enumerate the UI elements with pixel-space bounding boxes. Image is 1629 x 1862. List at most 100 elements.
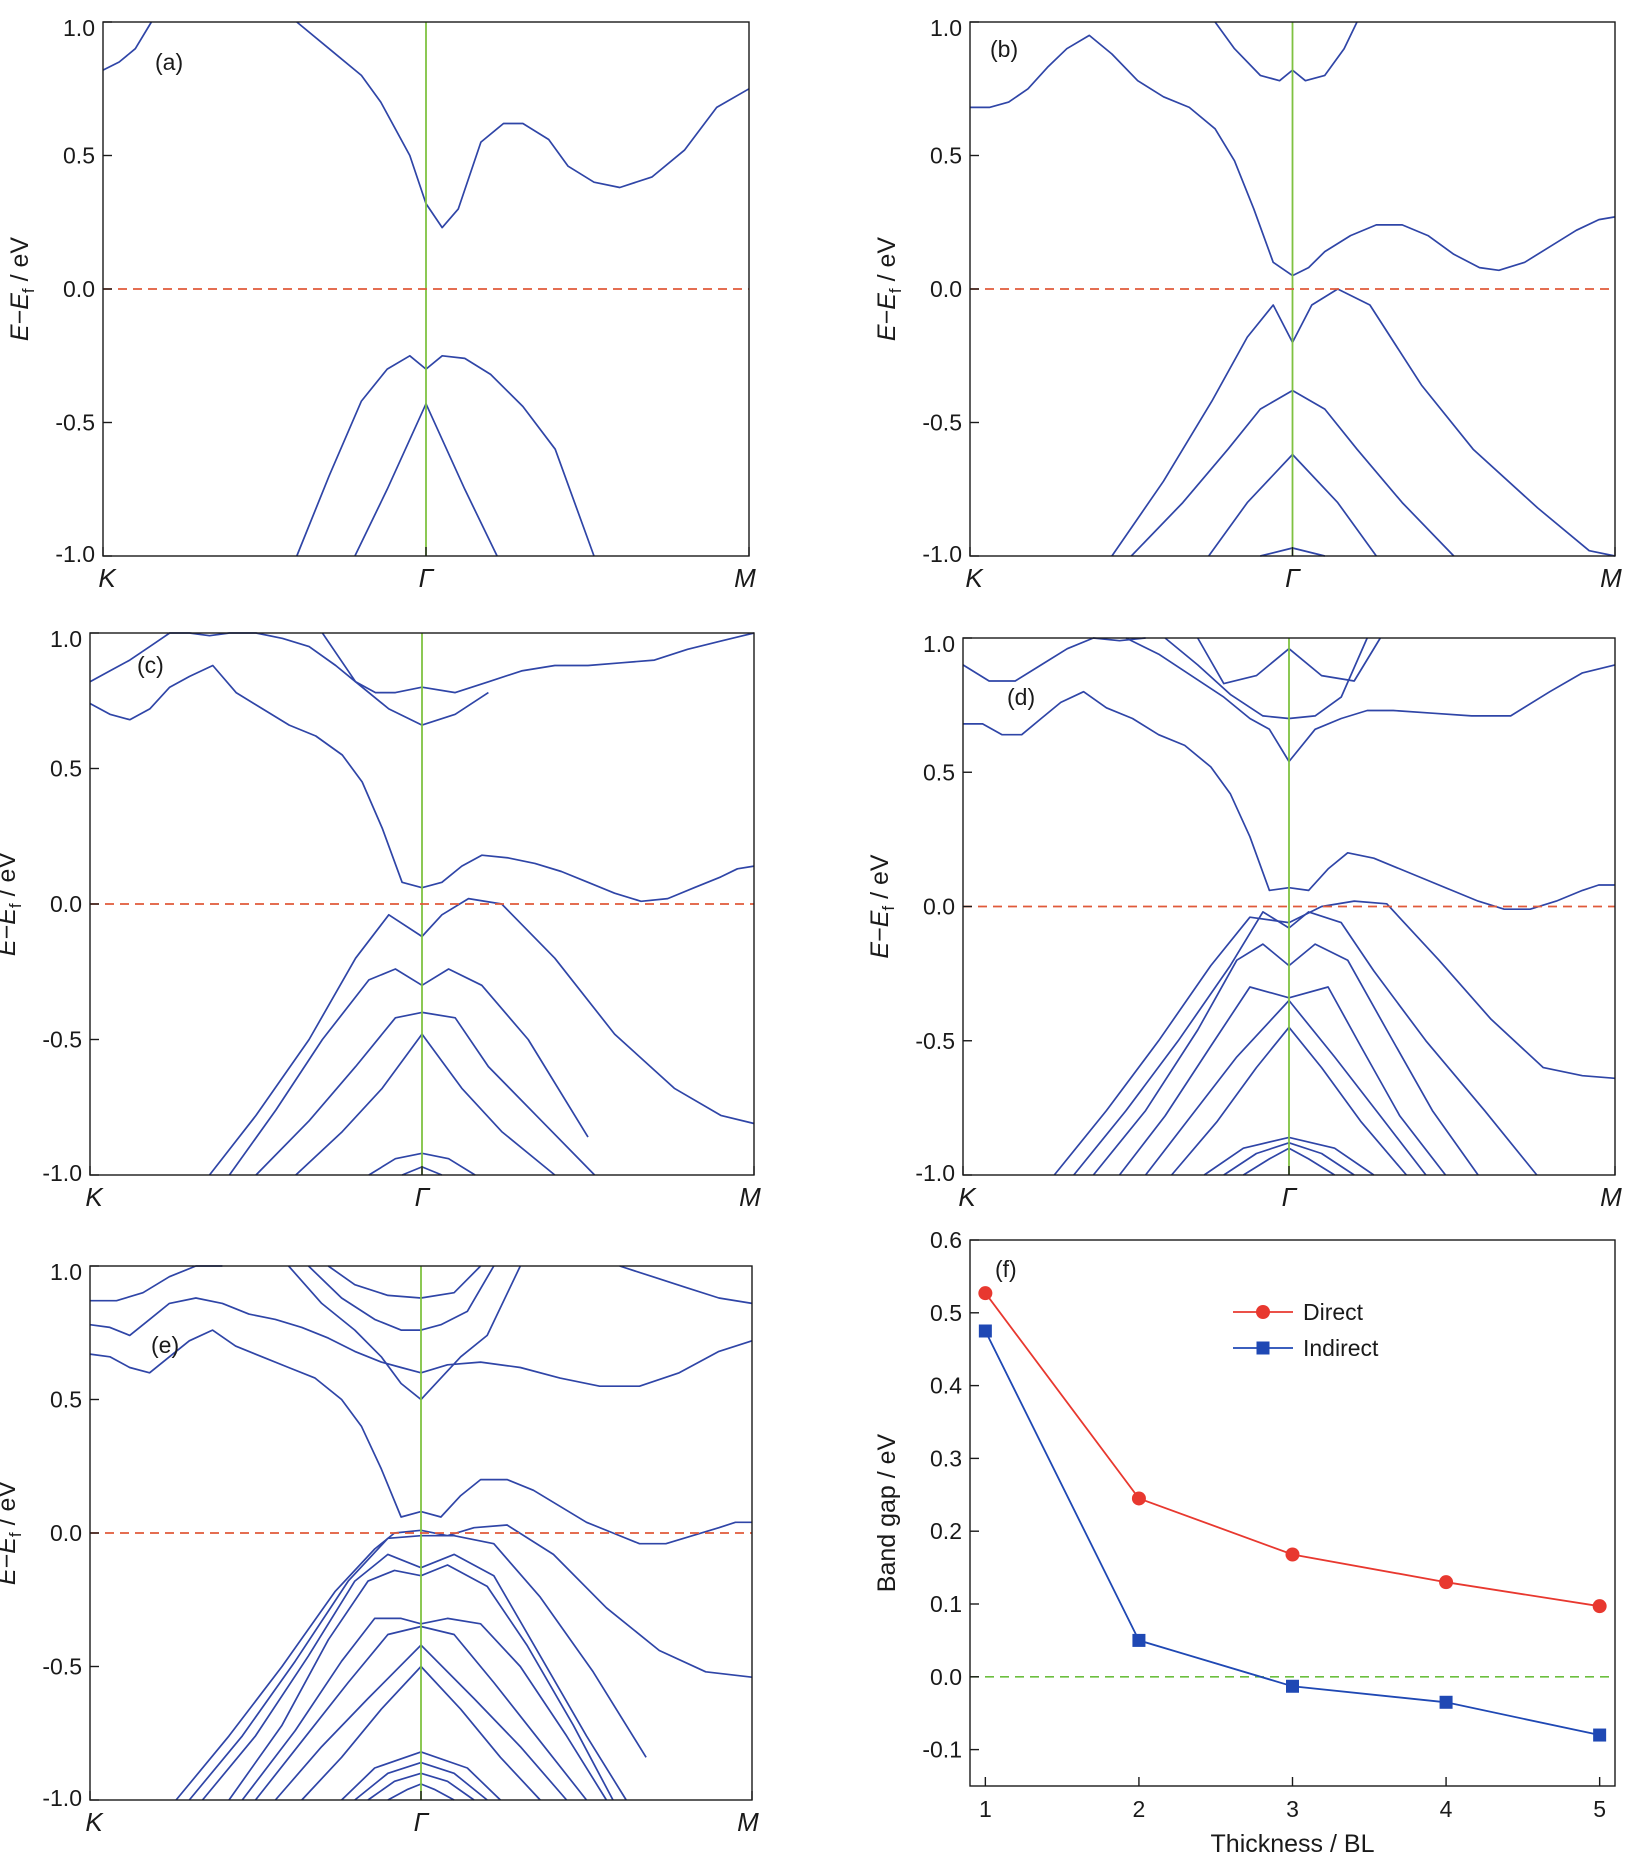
data-point (1285, 1547, 1300, 1562)
data-point (978, 1324, 992, 1338)
y-tick-label: 0.0 (930, 1664, 962, 1690)
panel-label: (d) (1007, 684, 1035, 710)
y-axis-label-text: E−Ef / eV (6, 237, 38, 341)
y-tick-label: -1.0 (915, 1160, 955, 1186)
y-tick-label: -1.0 (42, 1785, 82, 1811)
y-tick-label: 0.0 (50, 1520, 82, 1546)
band-line (90, 1265, 223, 1302)
band-line (1053, 900, 1616, 1176)
band-line (1092, 943, 1479, 1176)
band-line (962, 637, 1146, 682)
band-line (255, 1011, 596, 1176)
data-point (1131, 1491, 1146, 1506)
y-tick-label: 0.0 (50, 891, 82, 917)
y-tick-label: 0.4 (930, 1373, 962, 1399)
y-tick-label: 1.0 (50, 626, 82, 652)
y-tick-label: -0.5 (42, 1027, 82, 1053)
k-point-label: K (85, 1807, 104, 1837)
k-point-label: Γ (419, 563, 435, 593)
k-point-label: Γ (415, 1182, 431, 1212)
band-line (201, 1553, 627, 1801)
legend: Direct Indirect (1233, 1299, 1379, 1361)
k-point-label: M (734, 563, 756, 593)
k-point-label: Γ (1285, 563, 1301, 593)
band-line (1125, 637, 1616, 763)
k-point-label: M (1600, 563, 1622, 593)
k-point-label: Γ (414, 1807, 430, 1837)
band-line (963, 690, 1615, 911)
data-point (1593, 1728, 1607, 1742)
y-axis-label-text: Band gap / eV (873, 1433, 901, 1592)
band-line (321, 632, 489, 726)
legend-label: Direct (1303, 1299, 1364, 1325)
k-point-label: M (739, 1182, 761, 1212)
band-line (89, 664, 755, 903)
k-point-label: M (1600, 1182, 1622, 1212)
panel-a: 1.0 0.5 0.0 -0.5 -1.0K Γ M E−Ef / eV (a) (6, 15, 756, 593)
data-point (1439, 1575, 1454, 1590)
k-point-label: K (958, 1182, 977, 1212)
legend-marker (1256, 1305, 1270, 1319)
band-line (102, 21, 153, 71)
y-tick-label: 0.0 (923, 894, 955, 920)
k-point-label: M (737, 1807, 759, 1837)
y-tick-label: 1.0 (50, 1259, 82, 1285)
x-tick-label: 2 (1133, 1796, 1146, 1822)
series-direct (978, 1286, 1607, 1614)
data-point (1286, 1679, 1299, 1693)
y-tick-label: 1.0 (930, 15, 962, 41)
data-point (1592, 1599, 1607, 1614)
y-axis-label: E−Ef / eV (873, 237, 905, 341)
band-line (89, 1297, 753, 1388)
y-axis-label-text: E−Ef / eV (873, 237, 905, 341)
panel-d: 1.0 0.5 0.0 -0.5 -1.0K Γ M E−Ef / eV (d) (866, 631, 1622, 1212)
y-tick-label: -0.1 (922, 1737, 962, 1763)
band-line (175, 1524, 753, 1801)
y-tick-label: 0.5 (930, 1300, 962, 1326)
k-point-label: K (965, 563, 984, 593)
band-line (1214, 21, 1358, 82)
y-tick-label: -1.0 (922, 541, 962, 567)
data-point (978, 1286, 993, 1301)
panel-e: 1.0 0.5 0.0 -0.5 -1.0K Γ M E−Ef / eV (e) (0, 1259, 759, 1837)
y-tick-label: 0.5 (923, 759, 955, 785)
x-tick-label: 1 (979, 1796, 992, 1822)
data-point (1439, 1695, 1453, 1709)
data-point (1132, 1633, 1146, 1647)
panel-label: (f) (995, 1256, 1017, 1282)
y-tick-label: 0.3 (930, 1445, 962, 1471)
band-line (228, 968, 589, 1176)
band-line (1111, 288, 1616, 557)
x-axis-label: Thickness / BL (1211, 1830, 1375, 1858)
y-axis-label-text: E−Ef / eV (0, 1481, 25, 1585)
band-line (89, 1329, 752, 1545)
y-tick-label: 0.2 (930, 1518, 962, 1544)
y-axis-label: E−Ef / eV (6, 237, 38, 341)
y-tick-label: 0.5 (50, 756, 82, 782)
panel-f: 0.6 0.5 0.4 0.3 0.2 0.1 0.0 -0.1 1 2 3 4 5 Thickness … (873, 1227, 1616, 1858)
y-tick-label: -1.0 (42, 1160, 82, 1186)
x-tick-label: 4 (1440, 1796, 1453, 1822)
panel-label: (a) (155, 49, 183, 75)
band-line (970, 34, 1616, 277)
plot-frame (969, 1239, 1616, 1787)
y-tick-label: 1.0 (63, 15, 95, 41)
y-tick-label: 0.0 (930, 276, 962, 302)
panel-b: 1.0 0.5 0.0 -0.5 -1.0K Γ M E−Ef / eV (b) (873, 15, 1622, 593)
panel-label: (b) (990, 36, 1018, 62)
legend-marker (1256, 1341, 1270, 1355)
y-tick-label: -0.5 (922, 410, 962, 436)
panel-label: (e) (151, 1332, 179, 1358)
y-tick-label: -0.5 (55, 410, 95, 436)
y-tick-label: -0.5 (42, 1654, 82, 1680)
y-tick-label: 0.5 (63, 143, 95, 169)
k-point-label: K (98, 563, 117, 593)
band-line (287, 1265, 522, 1401)
panel-label: (c) (137, 652, 164, 678)
band-line (307, 1265, 495, 1331)
y-tick-label: 0.0 (63, 276, 95, 302)
band-line (327, 1265, 482, 1299)
y-axis-label: E−Ef / eV (0, 1481, 25, 1585)
panel-c: 1.0 0.5 0.0 -0.5 -1.0K Γ M E−Ef / eV (c) (0, 626, 761, 1212)
